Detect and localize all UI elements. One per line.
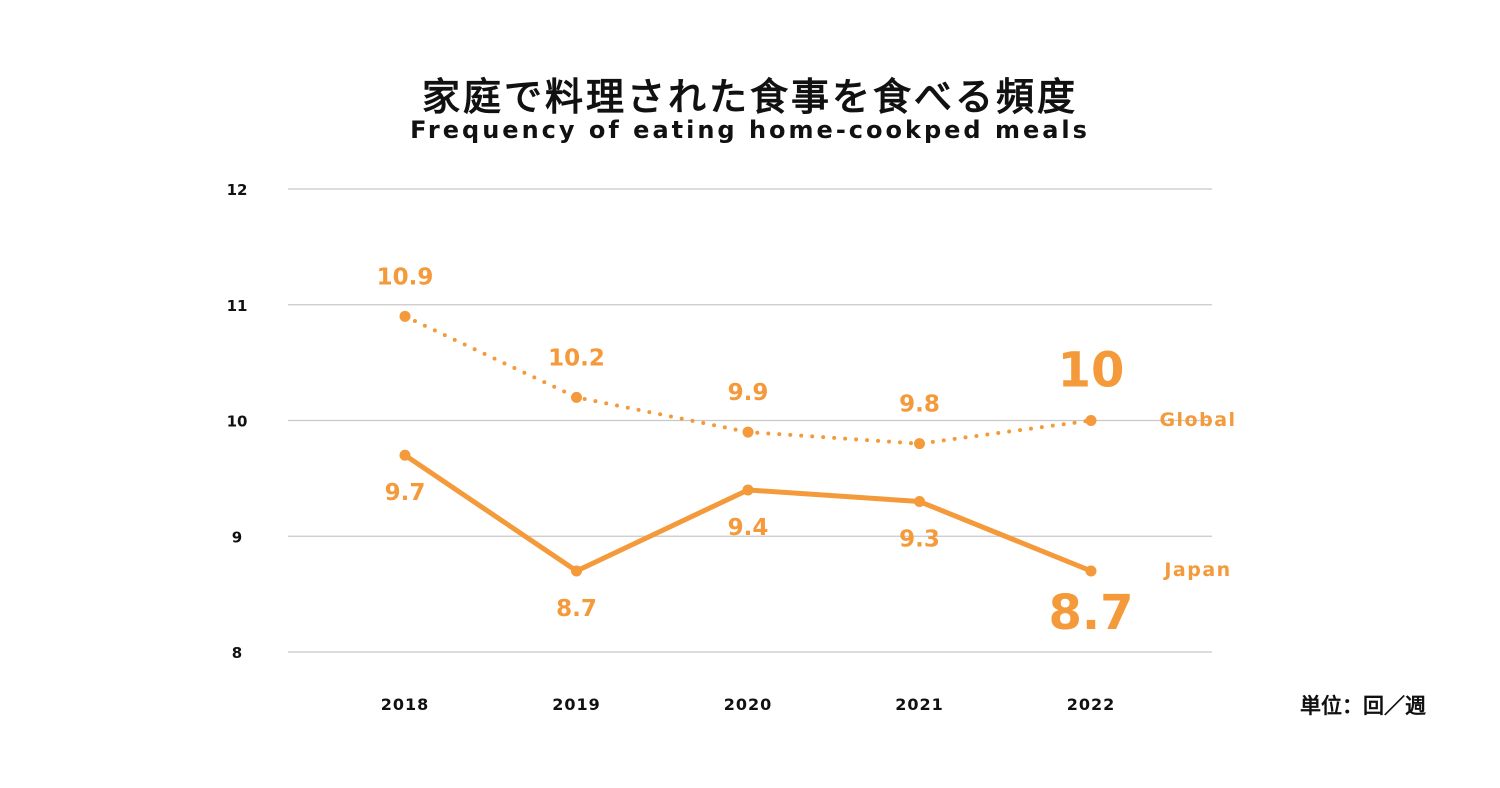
data-point <box>1085 415 1097 426</box>
unit-label: 単位：回／週 <box>1300 694 1426 718</box>
data-point <box>742 426 754 438</box>
y-tick-label: 11 <box>227 297 248 315</box>
data-label: 10 <box>1058 343 1125 399</box>
data-point <box>399 310 411 322</box>
y-tick-label: 8 <box>232 644 242 662</box>
data-label: 9.4 <box>728 515 769 541</box>
data-label: 9.9 <box>728 380 769 406</box>
data-label: 8.7 <box>556 596 597 622</box>
x-tick-label: 2020 <box>724 695 773 714</box>
data-point <box>742 484 754 496</box>
data-label: 10.9 <box>377 264 434 290</box>
data-point <box>1085 565 1097 577</box>
series-name-japan: Japan <box>1162 559 1231 581</box>
y-tick-label: 10 <box>227 413 248 431</box>
chart-subtitle: Frequency of eating home-cookped meals <box>410 116 1090 144</box>
data-label: 9.8 <box>899 392 940 418</box>
data-point <box>399 449 411 461</box>
data-label: 9.7 <box>385 480 426 506</box>
data-point <box>571 565 582 577</box>
data-label: 9.3 <box>899 527 940 553</box>
y-axis-ticks: 8 9 10 11 12 <box>227 181 248 662</box>
grid-lines <box>288 188 1212 653</box>
y-tick-label: 12 <box>227 181 248 199</box>
y-tick-label: 9 <box>232 528 242 546</box>
data-label: 10.2 <box>548 345 605 371</box>
x-tick-label: 2018 <box>381 695 430 714</box>
series-names: Global Japan <box>1159 409 1236 581</box>
x-tick-label: 2019 <box>552 695 601 714</box>
x-tick-label: 2021 <box>895 695 944 714</box>
x-axis-ticks: 2018 2019 2020 2021 2022 <box>381 695 1116 714</box>
series-name-global: Global <box>1159 409 1236 431</box>
data-label: 8.7 <box>1048 585 1133 641</box>
data-point <box>914 496 925 508</box>
series-line-japan <box>402 452 1094 574</box>
chart-title: 家庭で料理された食事を食べる頻度 <box>421 75 1078 119</box>
data-point <box>914 438 925 450</box>
series-lines <box>399 310 1097 577</box>
x-tick-label: 2022 <box>1067 695 1116 714</box>
data-labels: 10.9 10.2 9.9 9.8 10 9.7 8.7 9.4 9.3 8.7 <box>377 264 1134 641</box>
data-point <box>571 391 582 403</box>
